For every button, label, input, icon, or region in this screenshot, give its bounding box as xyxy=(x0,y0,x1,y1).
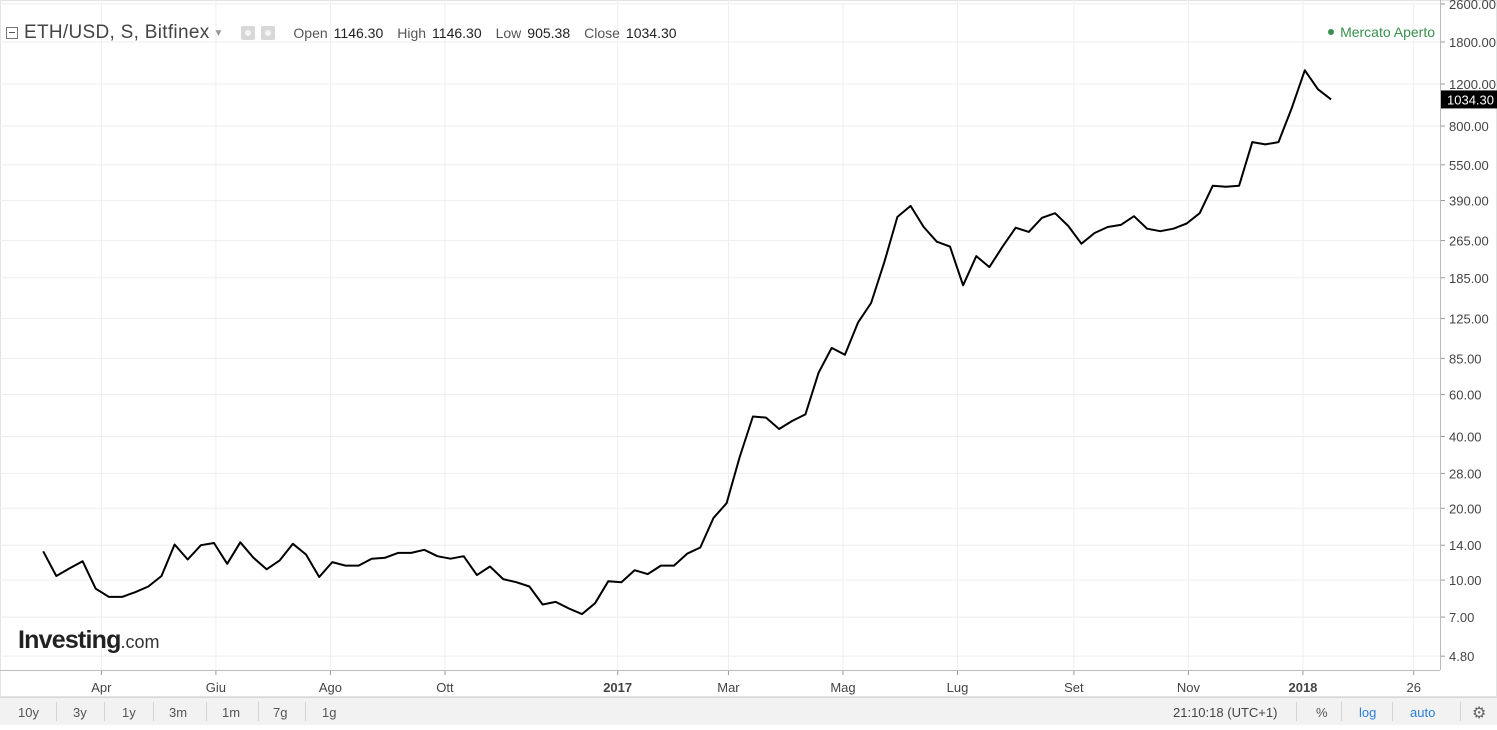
y-tick-label: 28.00 xyxy=(1449,466,1482,481)
x-tick-label: Apr xyxy=(91,680,112,695)
y-tick-label: 14.00 xyxy=(1449,538,1482,553)
divider xyxy=(258,702,259,721)
percent-scale-toggle[interactable]: % xyxy=(1316,705,1328,720)
x-tick-label: Mag xyxy=(830,680,855,695)
range-1g-button[interactable]: 1g xyxy=(322,705,337,720)
high-label: High xyxy=(397,25,427,41)
y-tick-label: 4.80 xyxy=(1449,649,1474,664)
divider xyxy=(1460,702,1461,721)
x-tick-label: Set xyxy=(1064,680,1084,695)
price-line xyxy=(42,69,1332,616)
y-tick-label: 265.00 xyxy=(1449,234,1489,249)
divider xyxy=(1296,702,1297,721)
divider xyxy=(153,702,154,721)
logo: Investing.com xyxy=(18,626,160,655)
x-tick-label: Giu xyxy=(206,680,226,695)
last-price-label: 1034.30 xyxy=(1447,92,1494,107)
chevron-down-icon[interactable]: ▼ xyxy=(213,27,224,39)
x-tick-label: Mar xyxy=(717,680,740,695)
divider xyxy=(104,702,105,721)
market-status-text: Mercato Aperto xyxy=(1340,24,1435,40)
y-tick-label: 550.00 xyxy=(1449,158,1489,173)
legend: ETH/USD, S, Bitfinex ▼ Open 1146.30 High… xyxy=(6,18,677,48)
divider xyxy=(1392,702,1393,721)
open-value: 1146.30 xyxy=(333,25,384,41)
open-label: Open xyxy=(293,25,328,41)
y-tick-label: 10.00 xyxy=(1449,573,1482,588)
bottom-toolbar: 10y 3y 1y 3m 1m 7g 1g 21:10:18 (UTC+1) %… xyxy=(0,697,1497,725)
collapse-icon[interactable] xyxy=(6,27,18,39)
divider xyxy=(206,702,207,721)
y-tick-label: 125.00 xyxy=(1449,311,1489,326)
y-tick-label: 7.00 xyxy=(1449,610,1474,625)
low-value: 905.38 xyxy=(527,25,571,41)
close-value: 1034.30 xyxy=(625,25,677,41)
range-1y-button[interactable]: 1y xyxy=(122,705,136,720)
x-tick-label: Nov xyxy=(1177,680,1201,695)
logo-suffix: .com xyxy=(120,632,160,652)
y-tick-label: 60.00 xyxy=(1449,387,1482,402)
divider xyxy=(56,702,57,721)
x-tick-label: 2017 xyxy=(603,680,632,695)
range-10y-button[interactable]: 10y xyxy=(18,705,39,720)
y-tick-label: 1200.00 xyxy=(1449,77,1496,92)
chart-border xyxy=(0,0,1497,697)
range-3m-button[interactable]: 3m xyxy=(169,705,188,720)
y-tick-label: 40.00 xyxy=(1449,429,1482,444)
y-tick-label: 2600.00 xyxy=(1449,0,1496,12)
y-tick-label: 185.00 xyxy=(1449,271,1489,286)
settings-gear-icon[interactable]: ⚙ xyxy=(1472,705,1487,722)
market-status: Mercato Aperto xyxy=(1328,24,1435,40)
y-tick-label: 85.00 xyxy=(1449,351,1482,366)
divider xyxy=(1341,702,1342,721)
gear-icon[interactable] xyxy=(261,26,276,40)
divider xyxy=(305,702,306,721)
x-tick-label: 26 xyxy=(1406,680,1420,695)
low-label: Low xyxy=(495,25,522,41)
eye-icon[interactable] xyxy=(241,26,256,40)
last-price-tag xyxy=(1441,90,1497,109)
y-tick-label: 1800.00 xyxy=(1449,35,1496,50)
clock-timezone: (UTC+1) xyxy=(1227,705,1278,720)
close-label: Close xyxy=(584,25,620,41)
log-scale-toggle[interactable]: log xyxy=(1359,705,1377,720)
range-7g-button[interactable]: 7g xyxy=(273,705,288,720)
x-tick-label: 2018 xyxy=(1288,680,1317,695)
x-tick-label: Lug xyxy=(947,680,969,695)
symbol-title[interactable]: ETH/USD, S, Bitfinex xyxy=(24,22,210,43)
status-dot-icon xyxy=(1328,29,1335,35)
y-tick-label: 20.00 xyxy=(1449,501,1482,516)
x-tick-label: Ago xyxy=(319,680,342,695)
clock-time: 21:10:18 xyxy=(1173,705,1224,720)
auto-scale-toggle[interactable]: auto xyxy=(1410,705,1436,720)
y-tick-label: 390.00 xyxy=(1449,193,1489,208)
y-tick-label: 800.00 xyxy=(1449,119,1489,134)
clock[interactable]: 21:10:18 (UTC+1) xyxy=(1173,705,1277,720)
logo-main: Investing xyxy=(18,626,121,654)
range-1m-button[interactable]: 1m xyxy=(222,705,241,720)
high-value: 1146.30 xyxy=(432,25,482,41)
range-3y-button[interactable]: 3y xyxy=(73,705,87,720)
x-tick-label: Ott xyxy=(436,680,454,695)
